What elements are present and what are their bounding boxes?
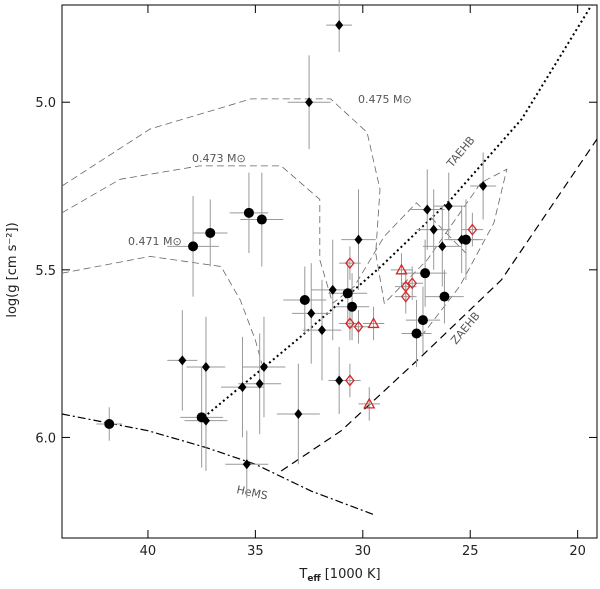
x-tick-label: 20 (569, 544, 586, 559)
data-point (243, 207, 254, 218)
curve-label: TAEHB (444, 134, 478, 171)
data-point (242, 459, 251, 470)
data-point (439, 291, 450, 302)
x-label-unit: [1000 K] (325, 567, 381, 582)
x-label-main: T (298, 567, 307, 582)
track-label: 0.473 M⊙ (192, 152, 246, 165)
data-point (294, 408, 303, 419)
data-point (307, 308, 316, 319)
data-point (188, 241, 199, 252)
track-label: 0.475 M⊙ (358, 93, 412, 106)
data-point (367, 317, 380, 329)
data-point (395, 263, 408, 275)
data-point (259, 362, 268, 373)
data-point (345, 317, 355, 330)
data-point (353, 320, 364, 333)
data-point (328, 284, 337, 295)
data-point (299, 294, 310, 305)
model-curve (61, 165, 467, 304)
data-point (345, 257, 355, 270)
data-point (417, 315, 428, 326)
y-axis-label: log(g [cm s⁻²]) (5, 222, 20, 317)
x-tick-label: 35 (247, 544, 264, 559)
data-point (238, 382, 247, 393)
data-point (400, 290, 411, 303)
data-point (429, 224, 438, 235)
data-point (201, 362, 210, 373)
model-curve (280, 138, 598, 472)
model-curve (61, 413, 374, 516)
data-point (411, 328, 422, 339)
data-point (423, 204, 432, 215)
y-tick-label: 6.0 (35, 431, 56, 446)
data-point (479, 181, 488, 192)
model-curve (61, 255, 263, 364)
data-point (305, 97, 314, 108)
data-point (104, 419, 115, 430)
data-point (201, 415, 210, 426)
data-point (444, 201, 453, 212)
x-tick-label: 40 (140, 544, 157, 559)
model-curve (203, 4, 593, 419)
y-tick-label: 5.5 (35, 264, 56, 279)
data-point (420, 268, 431, 279)
data-point (205, 227, 216, 238)
data-point (335, 20, 344, 31)
model-curve (61, 98, 508, 338)
data-point (256, 214, 267, 225)
data-point (354, 234, 363, 245)
x-label-sub: eff (307, 574, 321, 584)
data-point (345, 374, 355, 387)
x-axis-label: Teff [1000 K] (298, 567, 380, 584)
data-point (363, 397, 376, 409)
data-point (178, 355, 187, 366)
plot-frame (61, 4, 598, 539)
data-point (407, 277, 418, 290)
data-point (347, 301, 358, 312)
data-point (255, 378, 264, 389)
x-tick-label: 25 (462, 544, 479, 559)
curve-label: ZAEHB (448, 310, 482, 347)
data-point (317, 325, 326, 336)
curve-label: HeMS (235, 483, 269, 502)
data-point (457, 234, 466, 245)
data-point (438, 241, 447, 252)
track-label: 0.471 M⊙ (128, 235, 182, 248)
data-point (335, 375, 344, 386)
data-point (467, 223, 478, 236)
data-point (342, 288, 353, 299)
x-tick-label: 30 (355, 544, 372, 559)
y-tick-label: 5.0 (35, 96, 56, 111)
